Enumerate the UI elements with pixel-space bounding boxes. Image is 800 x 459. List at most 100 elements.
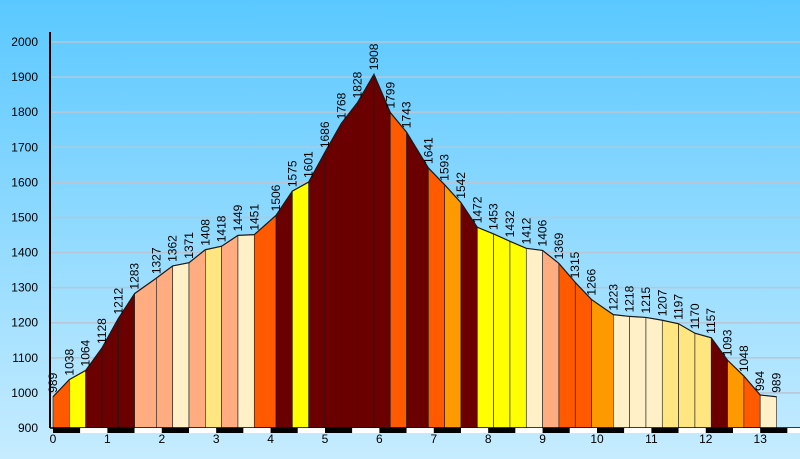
- y-tick-label: 1800: [11, 105, 38, 119]
- elevation-segment: [759, 394, 777, 429]
- elevation-value-label: 1828: [351, 71, 365, 98]
- distance-scale-segment: [379, 428, 407, 433]
- elevation-segment: [205, 245, 222, 429]
- distance-scale-segment: [134, 428, 162, 433]
- elevation-segment: [493, 233, 511, 429]
- distance-scale-segment: [297, 428, 325, 433]
- y-tick-label: 1700: [11, 140, 38, 154]
- elevation-segment: [221, 234, 239, 429]
- y-tick-label: 1100: [12, 351, 38, 365]
- elevation-segment: [69, 369, 86, 429]
- elevation-segment: [525, 247, 543, 429]
- elevation-value-label: 1449: [231, 204, 245, 231]
- elevation-value-label: 1128: [95, 318, 109, 344]
- elevation-value-label: 1215: [639, 286, 653, 313]
- x-tick-label: 1: [104, 432, 111, 446]
- x-tick-label: 0: [50, 432, 57, 446]
- distance-scale-segment: [569, 428, 597, 433]
- distance-scale-segment: [352, 428, 380, 433]
- elevation-segment: [477, 226, 494, 429]
- x-tick-label: 9: [539, 432, 546, 446]
- distance-scale-segment: [53, 428, 81, 433]
- elevation-segment: [460, 201, 478, 429]
- x-tick-label: 7: [430, 432, 437, 446]
- distance-scale-segment: [270, 428, 298, 433]
- elevation-segment: [629, 316, 647, 429]
- elevation-value-label: 1542: [454, 172, 468, 199]
- x-tick-labels: 0 1 2 3 4 5 6 7 8 9 10 11 12 13: [50, 432, 768, 446]
- x-tick-label: 2: [158, 432, 165, 446]
- elevation-segment: [308, 152, 326, 429]
- x-tick-label: 13: [754, 432, 768, 446]
- elevation-value-label: 1197: [672, 294, 686, 320]
- elevation-value-label: 1593: [438, 154, 452, 181]
- elevation-value-label: 1686: [318, 121, 332, 148]
- y-tick-label: 900: [18, 421, 38, 435]
- elevation-segment: [428, 167, 445, 429]
- elevation-value-label: 1432: [503, 210, 517, 237]
- x-tick-label: 3: [213, 432, 220, 446]
- distance-scale-segment: [433, 428, 461, 433]
- elevation-value-label: 1768: [334, 92, 348, 119]
- elevation-value-label: 1038: [62, 349, 76, 376]
- elevation-segment: [406, 131, 429, 429]
- elevation-segment: [542, 249, 560, 429]
- elevation-segment: [509, 240, 527, 429]
- elevation-value-label: 1362: [166, 235, 180, 262]
- elevation-value-label: 994: [753, 371, 767, 391]
- elevation-value-label: 1412: [519, 217, 533, 244]
- elevation-value-label: 1048: [737, 345, 751, 372]
- elevation-value-label: 1207: [655, 289, 669, 316]
- distance-scale-segment: [542, 428, 570, 433]
- elevation-value-label: 1601: [302, 151, 316, 178]
- elevation-value-label: 989: [770, 372, 784, 392]
- distance-scale-segment: [705, 428, 733, 433]
- y-tick-label: 1600: [11, 175, 38, 189]
- distance-scale-segment: [760, 428, 788, 433]
- elevation-value-label: 1451: [247, 204, 261, 231]
- elevation-value-label: 1406: [536, 219, 550, 246]
- elevation-segment: [591, 298, 614, 429]
- y-tick-label: 1400: [11, 246, 38, 260]
- distance-scale-segment: [243, 428, 271, 433]
- elevation-value-label: 1315: [568, 251, 582, 278]
- elevation-value-label: 1408: [198, 219, 212, 246]
- elevation-segment: [324, 122, 342, 429]
- elevation-value-label: 1743: [400, 101, 414, 128]
- x-tick-label: 4: [267, 432, 274, 446]
- elevation-segment: [188, 249, 206, 429]
- elevation-segment: [678, 323, 696, 429]
- elevation-segment: [574, 281, 592, 429]
- distance-scale-segment: [733, 428, 761, 433]
- x-tick-label: 12: [699, 432, 713, 446]
- x-tick-label: 10: [590, 432, 604, 446]
- elevation-value-label: 1371: [182, 232, 196, 259]
- elevation-value-label: 1641: [421, 137, 435, 164]
- elevation-value-label: 1369: [552, 232, 566, 259]
- distance-scale-segment: [107, 428, 135, 433]
- distance-scale-segment: [216, 428, 244, 433]
- elevation-segment: [694, 332, 712, 429]
- distance-scale-segment: [624, 428, 652, 433]
- axes: [49, 32, 800, 433]
- elevation-segment: [645, 317, 663, 429]
- distance-scale-segment: [787, 428, 800, 433]
- elevation-value-label: 1453: [487, 203, 501, 230]
- elevation-segment: [156, 265, 173, 429]
- y-tick-label: 1300: [11, 281, 38, 295]
- elevation-segment: [661, 319, 679, 429]
- elevation-value-label: 1327: [149, 247, 163, 274]
- x-tick-label: 11: [645, 432, 658, 446]
- elevation-segment: [613, 314, 630, 429]
- distance-scale-segment: [325, 428, 353, 433]
- elevation-value-label: 1908: [367, 43, 381, 70]
- distance-scale-segment: [597, 428, 625, 433]
- elevation-value-label: 989: [46, 372, 60, 392]
- elevation-segment: [275, 190, 293, 429]
- elevation-value-label: 1575: [285, 160, 299, 187]
- elevation-segment: [253, 214, 277, 429]
- distance-scale-segment: [488, 428, 516, 433]
